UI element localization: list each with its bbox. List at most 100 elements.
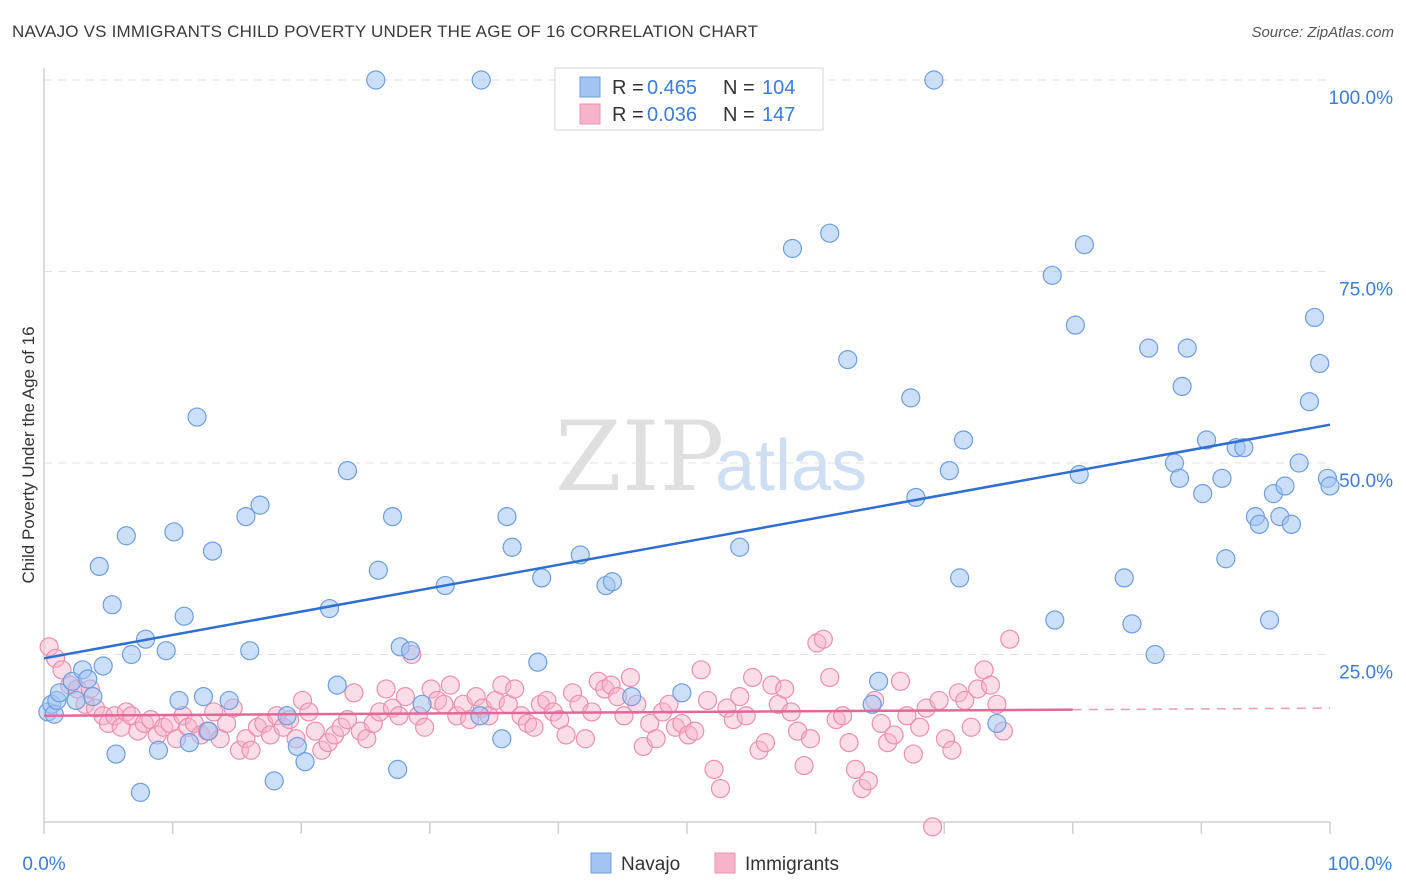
immigrants-point <box>884 725 904 745</box>
immigrants-point <box>987 694 1007 714</box>
immigrants-point <box>749 740 769 760</box>
navajo-point <box>366 70 386 90</box>
navajo-point <box>1310 353 1330 374</box>
navajo-r-value: 0.465 <box>647 77 697 99</box>
watermark-atlas: atlas <box>715 426 867 506</box>
navajo-r-label: R = <box>612 77 644 99</box>
immigrants-point <box>961 717 981 737</box>
immigrants-point <box>376 679 396 699</box>
navajo-point <box>368 560 388 580</box>
navajo-point <box>66 690 86 711</box>
immigrants-point <box>948 683 968 703</box>
immigrants-point <box>845 759 866 780</box>
navajo-point <box>1193 484 1213 504</box>
immigrants-point <box>325 725 345 745</box>
navajo-point <box>1259 610 1280 630</box>
navajo-point <box>532 568 552 588</box>
immigrants-point <box>511 706 531 726</box>
navajo-point <box>1275 476 1295 496</box>
x-tick-label-max: 100.0% <box>1328 854 1393 875</box>
navajo-point <box>295 752 315 772</box>
immigrants-point <box>871 713 891 734</box>
navajo-point <box>83 687 103 707</box>
navajo-point <box>492 729 512 749</box>
immigrants-point <box>800 729 821 749</box>
navajo-trend-line <box>43 423 1331 660</box>
immigrants-point <box>331 717 351 737</box>
immigrants-point <box>537 690 557 711</box>
immigrants-point <box>421 679 441 699</box>
immigrants-point <box>299 702 319 722</box>
navajo-point <box>1216 549 1236 569</box>
x-ticks <box>43 822 1331 834</box>
immigrants-point <box>415 717 435 737</box>
watermark: ZIP atlas <box>555 401 867 513</box>
navajo-point <box>924 70 944 90</box>
navajo-point <box>388 759 408 780</box>
navajo-point <box>116 526 136 546</box>
navajo-point <box>130 782 151 802</box>
immigrants-point <box>39 637 59 657</box>
immigrants-point <box>833 706 853 726</box>
stats-legend: R = 0.465 N = 104 R = 0.036 N = 147 <box>554 67 824 131</box>
watermark-zip: ZIP <box>555 401 724 513</box>
navajo-point <box>102 595 122 615</box>
immigrants-point <box>923 817 943 837</box>
navajo-point <box>199 721 219 741</box>
navajo-point <box>901 388 921 408</box>
immigrants-point <box>968 679 988 699</box>
chart-title: NAVAJO VS IMMIGRANTS CHILD POVERTY UNDER… <box>12 22 759 41</box>
navajo-point <box>219 690 239 711</box>
navajo-point <box>106 744 126 764</box>
navajo-n-label: N = <box>723 77 755 99</box>
immigrants-r-label: R = <box>612 104 644 126</box>
navajo-point <box>169 690 189 711</box>
navajo-point <box>412 694 432 714</box>
immigrants-trend-extension <box>1072 707 1331 711</box>
immigrants-point <box>890 671 911 691</box>
navajo-point <box>193 687 214 707</box>
immigrants-point <box>492 675 512 695</box>
navajo-point <box>953 430 974 450</box>
immigrants-point <box>878 732 898 753</box>
immigrants-point <box>601 675 621 695</box>
navajo-point <box>1289 453 1309 473</box>
navajo-point <box>1042 265 1062 285</box>
navajo-point <box>382 507 403 527</box>
navajo-point <box>264 771 284 791</box>
immigrants-legend-swatch <box>579 103 601 125</box>
immigrants-point <box>736 706 756 726</box>
navajo-point <box>400 641 421 661</box>
navajo-point <box>148 740 169 760</box>
navajo-point <box>602 572 623 592</box>
navajo-point <box>502 537 522 557</box>
immigrants-point <box>466 687 486 707</box>
immigrants-point <box>344 683 364 703</box>
immigrants-point <box>935 729 956 749</box>
navajo-point <box>1145 644 1165 665</box>
immigrants-point <box>839 732 859 753</box>
navajo-bottom-label: Navajo <box>621 854 680 875</box>
navajo-point <box>730 537 750 557</box>
navajo-point <box>236 507 256 527</box>
series-legend: Navajo Immigrants <box>590 852 839 875</box>
navajo-point <box>93 656 113 676</box>
navajo-point <box>179 732 199 753</box>
immigrants-point <box>312 740 332 760</box>
gridlines <box>44 79 1330 655</box>
navajo-point <box>1065 315 1085 335</box>
immigrants-point <box>588 671 608 691</box>
immigrants-point <box>370 702 390 722</box>
y-axis-title: Child Poverty Under the Age of 16 <box>19 326 38 583</box>
navajo-point <box>1234 438 1254 458</box>
immigrants-point <box>710 778 731 799</box>
immigrants-point <box>128 721 148 741</box>
source-credit: Source: ZipAtlas.com <box>1251 24 1394 41</box>
immigrants-point <box>236 729 256 749</box>
immigrants-point <box>820 667 840 688</box>
immigrants-point <box>241 740 261 760</box>
navajo-point <box>820 223 840 243</box>
y-tick-label: 50.0% <box>1339 471 1393 492</box>
immigrants-point <box>794 755 814 776</box>
